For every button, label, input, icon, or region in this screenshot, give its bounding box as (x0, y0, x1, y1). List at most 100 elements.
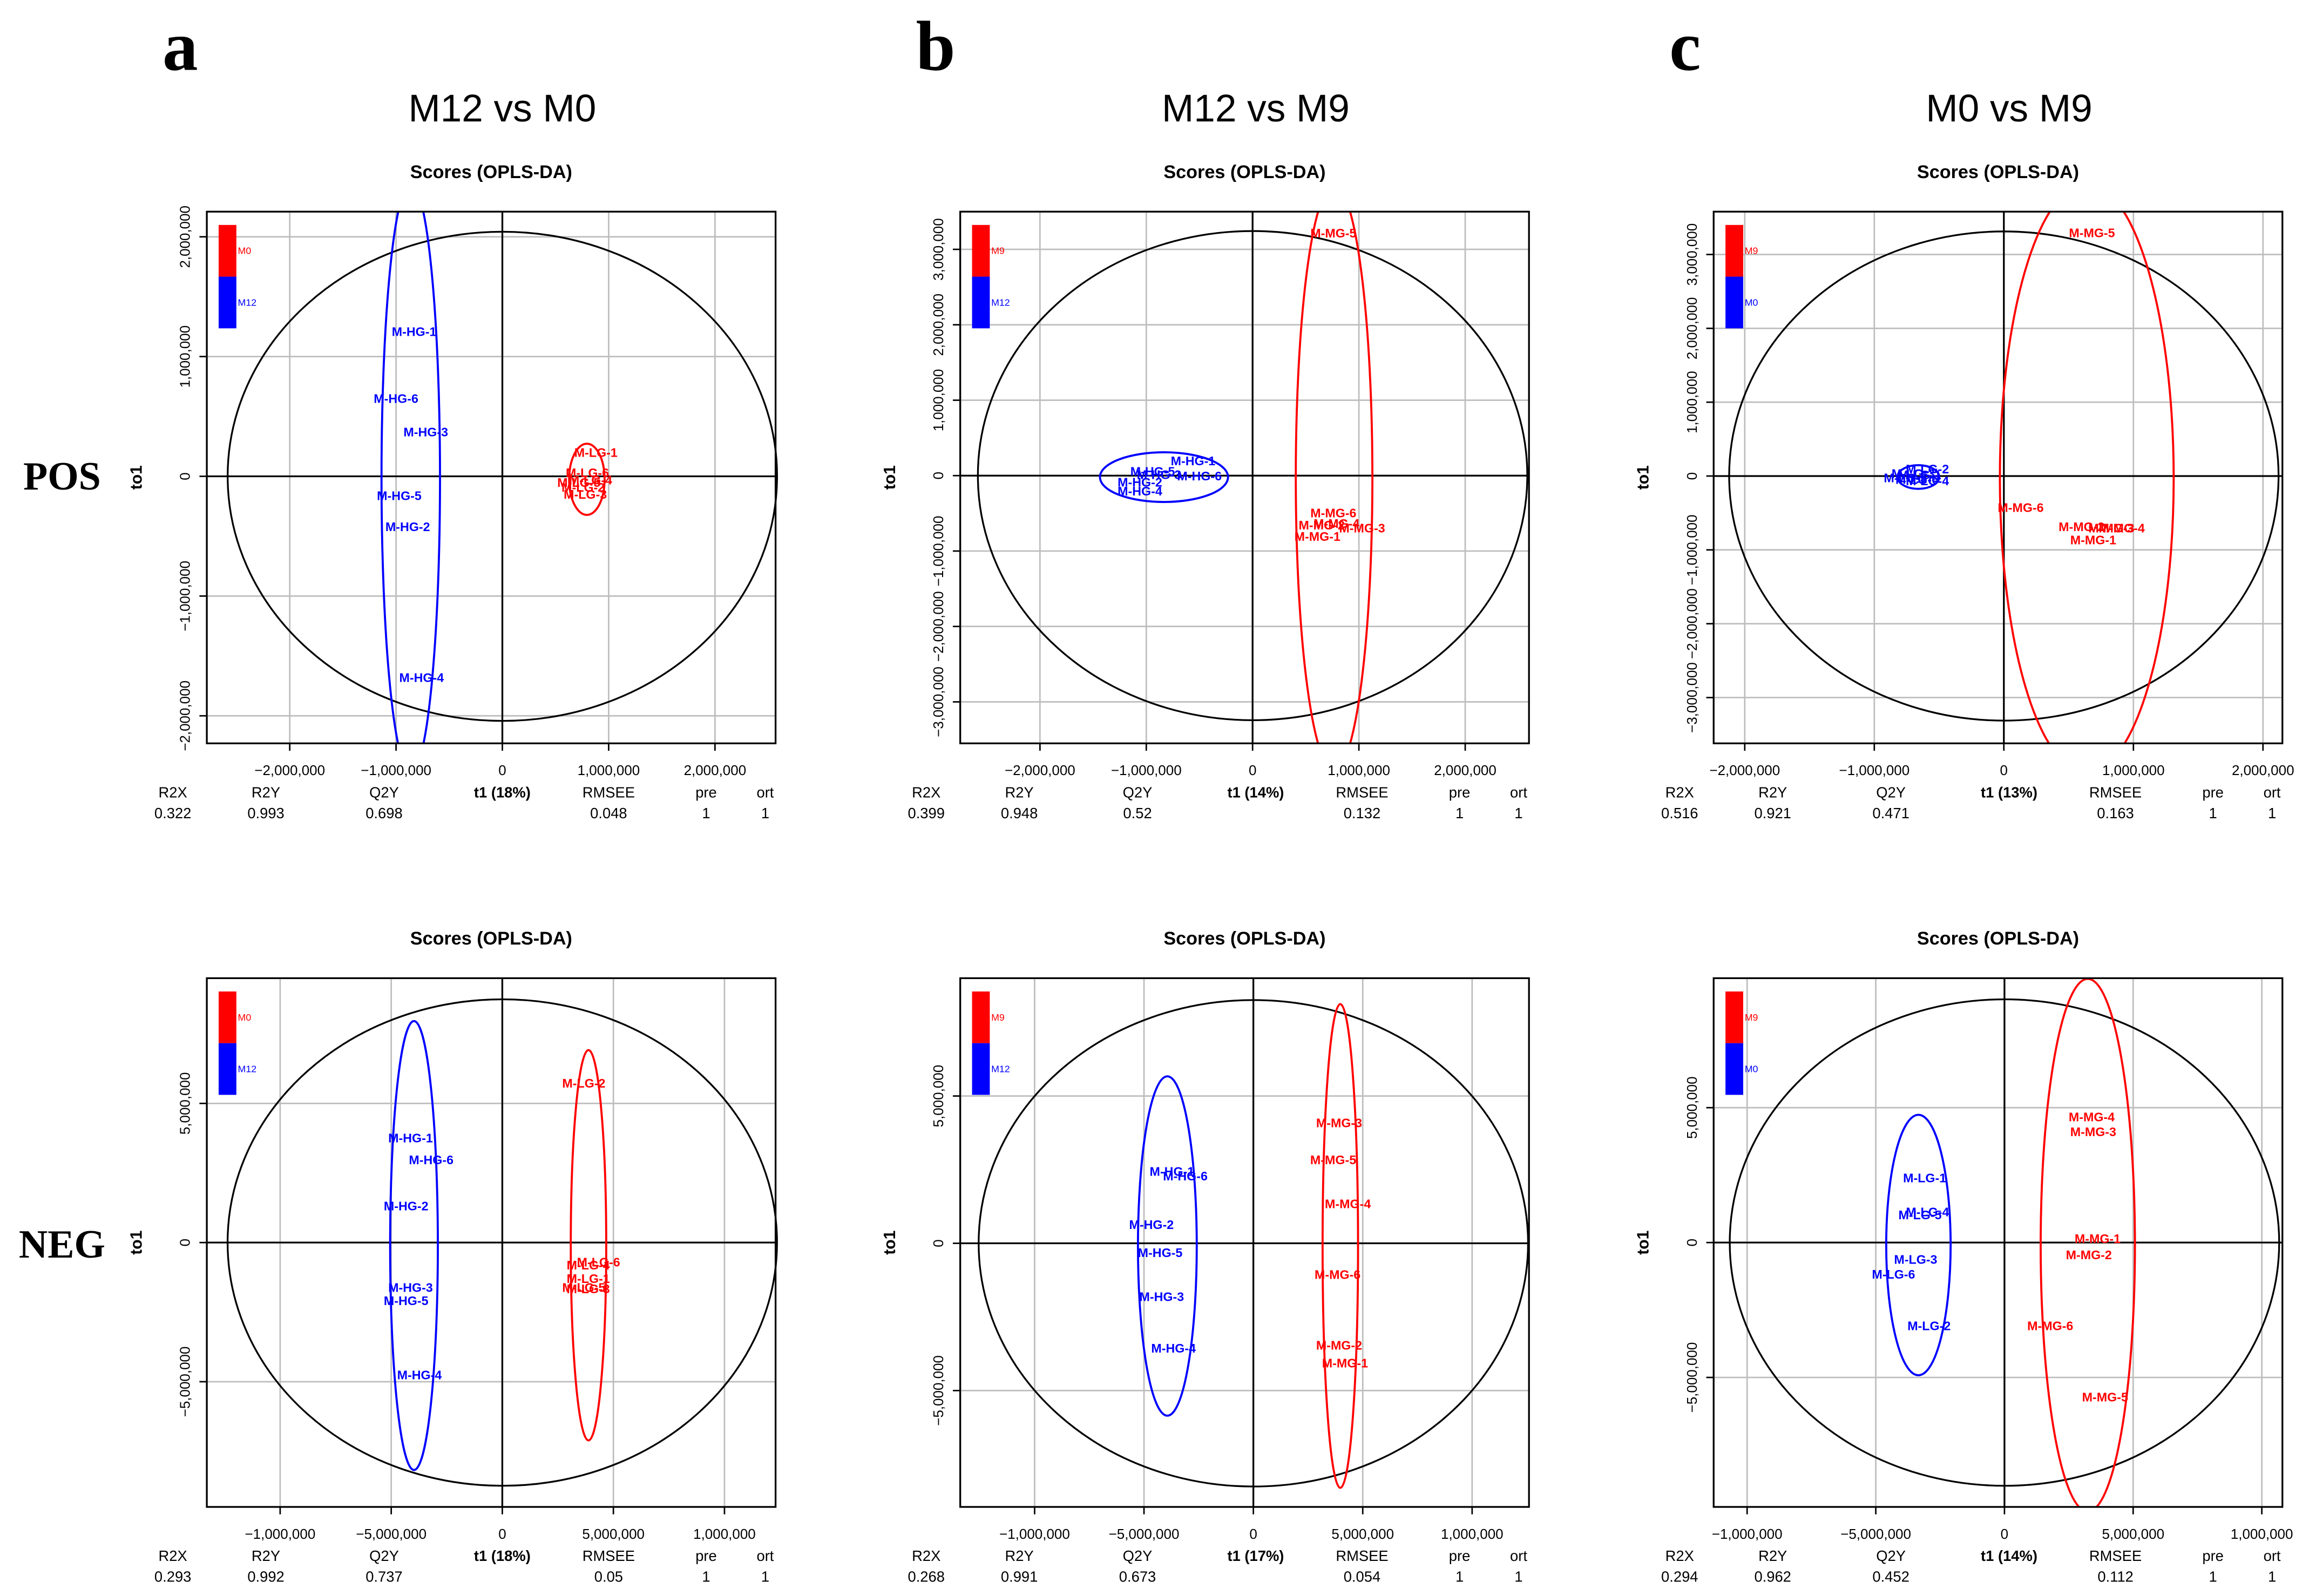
y-tick-label: 5,000,000 (177, 1072, 193, 1135)
stat-value: 0.132 (1344, 805, 1380, 821)
point: M-MG-5 (2082, 1390, 2128, 1404)
x-tick-label: 2,000,000 (684, 762, 747, 778)
legend-swatch (972, 225, 990, 277)
x-axis-label: t1 (14%) (1981, 1547, 2037, 1564)
y-tick-label: 3,000,000 (930, 218, 946, 281)
x-tick-label: −1,000,000 (999, 1526, 1070, 1542)
x-tick-label: −2,000,000 (254, 762, 325, 778)
legend-label: M9 (991, 1012, 1005, 1023)
stat-value: 0.962 (1754, 1568, 1791, 1585)
y-tick-label: −5,000,000 (1684, 1342, 1700, 1413)
point: M-MG-5 (2069, 226, 2115, 240)
group-ellipse (389, 1020, 439, 1471)
stat-value: 0.52 (1123, 805, 1152, 821)
plot-frame (206, 210, 777, 744)
group-ellipse (1136, 1075, 1198, 1417)
stat-name: R2X (159, 784, 187, 801)
point: M-HG-1 (392, 324, 437, 338)
point: M-HG-6 (1177, 469, 1222, 483)
row-label: POS (23, 454, 101, 498)
y-axis-label: to1 (881, 1231, 899, 1255)
stat-value: 0.112 (2097, 1568, 2133, 1585)
stat-value: 0.992 (247, 1568, 284, 1585)
point: M-HG-3 (403, 425, 448, 439)
y-tick-label: 2,000,000 (930, 294, 946, 356)
column-title: M12 vs M9 (1162, 87, 1350, 130)
point: M-HG-3 (388, 1280, 433, 1294)
point: M-HG-2 (385, 520, 430, 534)
point: M-HG-1 (388, 1131, 433, 1145)
point: M-HG-5 (1138, 1246, 1183, 1260)
stat-name: pre (695, 1547, 717, 1564)
point: M-LG-2 (562, 1076, 605, 1090)
point: M-HG-6 (409, 1153, 453, 1167)
group-ellipse (1099, 451, 1229, 503)
group-ellipse (1896, 464, 1940, 490)
stat-name: pre (1449, 1547, 1471, 1564)
stat-name: Q2Y (1123, 784, 1153, 801)
hotelling-ellipse (226, 998, 778, 1487)
y-tick-label: 0 (177, 1239, 193, 1246)
stat-name: R2X (912, 784, 940, 801)
y-tick-label: −1,000,000 (930, 516, 946, 587)
stat-name: ort (2264, 784, 2281, 801)
legend-label: M9 (1745, 246, 1758, 256)
stat-name: R2Y (252, 1547, 280, 1564)
stat-value: 1 (1514, 1568, 1522, 1585)
point: M-HG-3 (1137, 467, 1182, 481)
x-tick-label: 1,000,000 (693, 1526, 756, 1542)
point: M-LG-3 (567, 1282, 610, 1296)
x-tick-label: 5,000,000 (582, 1526, 645, 1542)
panel-letter: c (1669, 7, 1701, 85)
y-tick-label: 0 (1684, 472, 1700, 480)
hotelling-ellipse (977, 230, 1528, 721)
point: M-HG-2 (384, 1199, 429, 1213)
stat-value: 1 (2209, 1568, 2217, 1585)
point: M-LG-4 (569, 473, 612, 487)
x-tick-label: 0 (1249, 762, 1256, 778)
x-axis-label: t1 (14%) (1227, 784, 1284, 801)
y-axis-label: to1 (127, 1231, 145, 1255)
point: M-MG-6 (1997, 500, 2043, 514)
stat-name: pre (1449, 784, 1471, 801)
legend-swatch (1725, 991, 1743, 1043)
stat-name: pre (2202, 1547, 2224, 1564)
stat-value: 0.322 (154, 805, 191, 821)
stat-name: Q2Y (369, 784, 399, 801)
chart-title: Scores (OPLS-DA) (1917, 928, 2079, 949)
legend-label: M9 (1745, 1012, 1758, 1023)
stat-name: ort (1510, 1547, 1527, 1564)
chart-title: Scores (OPLS-DA) (1163, 162, 1325, 182)
point: M-LG-2 (1906, 462, 1949, 476)
x-tick-label: −1,000,000 (245, 1526, 316, 1542)
stat-name: Q2Y (369, 1547, 399, 1564)
stat-name: Q2Y (1876, 784, 1906, 801)
y-tick-label: 0 (930, 472, 946, 479)
stat-name: RMSEE (1336, 1547, 1388, 1564)
stat-name: R2X (912, 1547, 940, 1564)
legend-swatch (218, 276, 236, 329)
plot-frame (959, 977, 1530, 1508)
chart-title: Scores (OPLS-DA) (1163, 928, 1325, 949)
stat-value: 0.048 (590, 805, 627, 821)
stat-value: 0.452 (1872, 1568, 1909, 1585)
legend-swatch (218, 1043, 236, 1095)
y-tick-label: −1,000,000 (177, 561, 193, 631)
stat-value: 0.921 (1754, 805, 1791, 821)
y-tick-label: −1,000,000 (1684, 514, 1700, 585)
point: M-HG-4 (1151, 1341, 1196, 1355)
panel-letter: b (916, 7, 956, 85)
point: M-HG-5 (384, 1294, 429, 1308)
stat-name: R2Y (1005, 1547, 1034, 1564)
y-tick-label: −5,000,000 (177, 1347, 193, 1417)
y-tick-label: 0 (1684, 1239, 1700, 1246)
point: M-LG-1 (574, 445, 618, 459)
point: M-LG-3 (1894, 1252, 1937, 1266)
stat-value: 0.294 (1661, 1568, 1698, 1585)
group-ellipse (568, 443, 606, 516)
stat-value: 1 (702, 805, 710, 821)
y-tick-label: −2,000,000 (930, 591, 946, 662)
x-tick-label: −1,000,000 (361, 762, 431, 778)
x-tick-label: 0 (1249, 1526, 1257, 1542)
